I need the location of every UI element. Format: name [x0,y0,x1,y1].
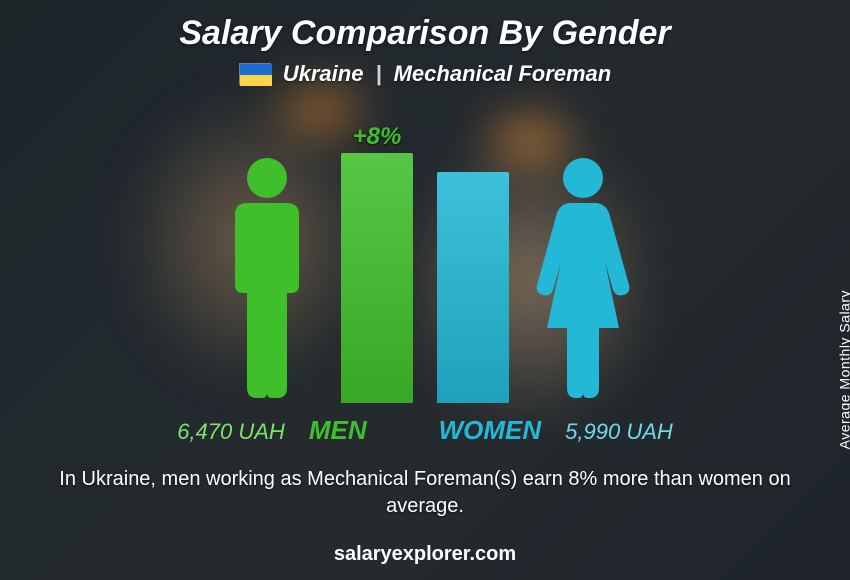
description-text: In Ukraine, men working as Mechanical Fo… [35,466,815,520]
flag-icon [239,63,271,85]
labels-row: 6,470 UAH MEN WOMEN 5,990 UAH [177,415,673,446]
men-bar: +8% [341,153,413,403]
women-bar-col [437,172,509,403]
subtitle-separator: | [375,61,381,87]
men-bar-col: +8% [341,153,413,403]
women-salary: 5,990 UAH [565,419,673,445]
men-salary: 6,470 UAH [177,419,285,445]
footer-credit: salaryexplorer.com [0,543,850,566]
women-bar [437,172,509,403]
subtitle-row: Ukraine | Mechanical Foreman [239,61,612,87]
subtitle-country: Ukraine [283,61,364,87]
subtitle-job: Mechanical Foreman [394,61,612,87]
men-figure-col [217,153,317,403]
women-label: WOMEN [439,415,542,446]
female-figure-icon [533,153,633,403]
women-figure-col [533,153,633,403]
men-label: MEN [309,415,367,446]
axis-label: Average Monthly Salary [836,290,850,449]
male-figure-icon [217,153,317,403]
page-title: Salary Comparison By Gender [179,14,670,53]
pct-label: +8% [341,123,413,151]
chart-area: +8% [217,93,633,403]
